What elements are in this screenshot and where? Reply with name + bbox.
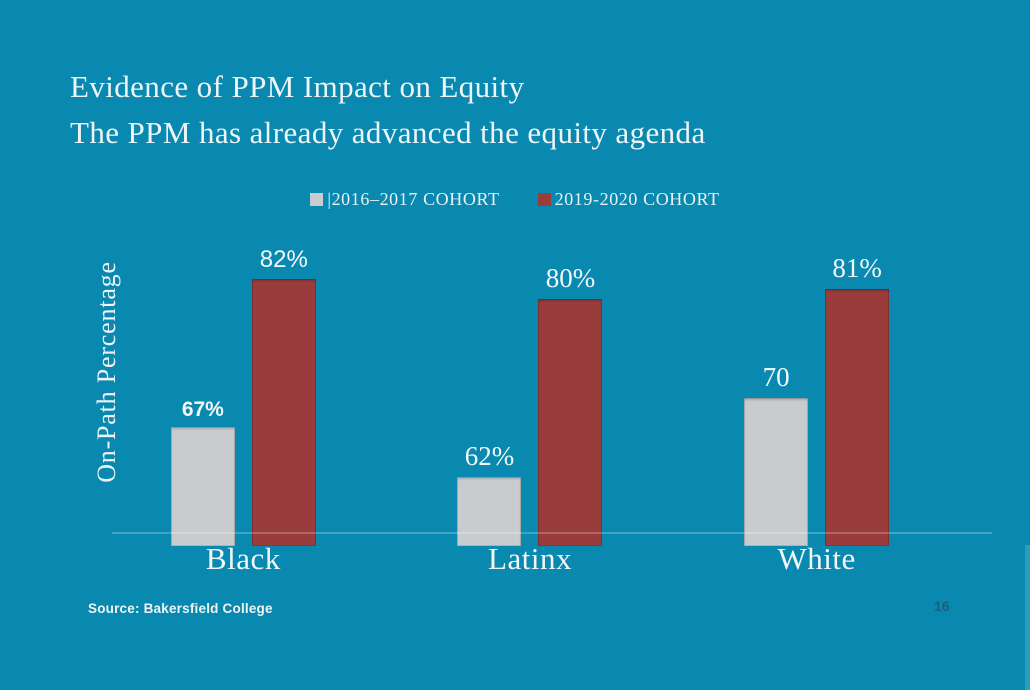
- bar-value-label: 80%: [545, 262, 596, 293]
- slide-title: Evidence of PPM Impact on Equity The PPM…: [70, 64, 706, 156]
- bar-2016-2017-cohort-black: [170, 427, 235, 547]
- bar-with-label: 81%: [825, 252, 890, 547]
- title-line-2: The PPM has already advanced the equity …: [70, 115, 706, 150]
- bar-chart-plot: 67% 82% 62% 80% 70 81%: [100, 246, 992, 547]
- bar-2019-2020-cohort-white: [825, 288, 890, 547]
- bar-2019-2020-cohort-black: [251, 279, 316, 547]
- bar-with-label: 62%: [457, 440, 522, 547]
- bar-2019-2020-cohort-latinx: [538, 298, 603, 547]
- chart-legend: |2016–2017 COHORT 2019-2020 COHORT: [0, 189, 1030, 210]
- bar-group-latinx: 62% 80%: [387, 262, 674, 547]
- bar-group-black: 67% 82%: [100, 246, 387, 547]
- bar-value-label: 62%: [464, 440, 515, 471]
- bar-with-label: 67%: [170, 398, 235, 547]
- bar-with-label: 82%: [251, 246, 316, 547]
- category-axis-labels: Black Latinx White: [100, 542, 960, 576]
- legend-entry-2016-2017-cohort: |2016–2017 COHORT: [310, 189, 499, 210]
- category-label-latinx: Latinx: [488, 541, 572, 576]
- category-label-white: White: [777, 541, 856, 576]
- bar-value-label: 67%: [181, 398, 224, 422]
- page-number: 16: [934, 598, 950, 614]
- legend-swatch-icon: [310, 193, 324, 206]
- bar-with-label: 80%: [538, 262, 603, 547]
- bar-2016-2017-cohort-latinx: [457, 476, 522, 547]
- legend-label: |2016–2017 COHORT: [327, 189, 500, 209]
- category-label-black: Black: [205, 541, 281, 576]
- legend-entry-2019-2020-cohort: 2019-2020 COHORT: [537, 189, 720, 210]
- page-edge-highlight: [1025, 545, 1030, 690]
- bar-value-label: 81%: [832, 252, 882, 283]
- bar-value-label: 82%: [259, 246, 308, 273]
- bar-with-label: 70: [744, 361, 809, 547]
- bar-value-label: 70: [762, 361, 790, 392]
- legend-label: 2019-2020 COHORT: [554, 189, 720, 209]
- title-line-1: Evidence of PPM Impact on Equity: [70, 69, 525, 104]
- x-axis-line: [112, 532, 992, 534]
- legend-swatch-icon: [537, 193, 551, 206]
- source-note: Source: Bakersfield College: [88, 601, 273, 616]
- bar-2016-2017-cohort-white: [744, 397, 809, 547]
- bar-group-white: 70 81%: [673, 252, 960, 547]
